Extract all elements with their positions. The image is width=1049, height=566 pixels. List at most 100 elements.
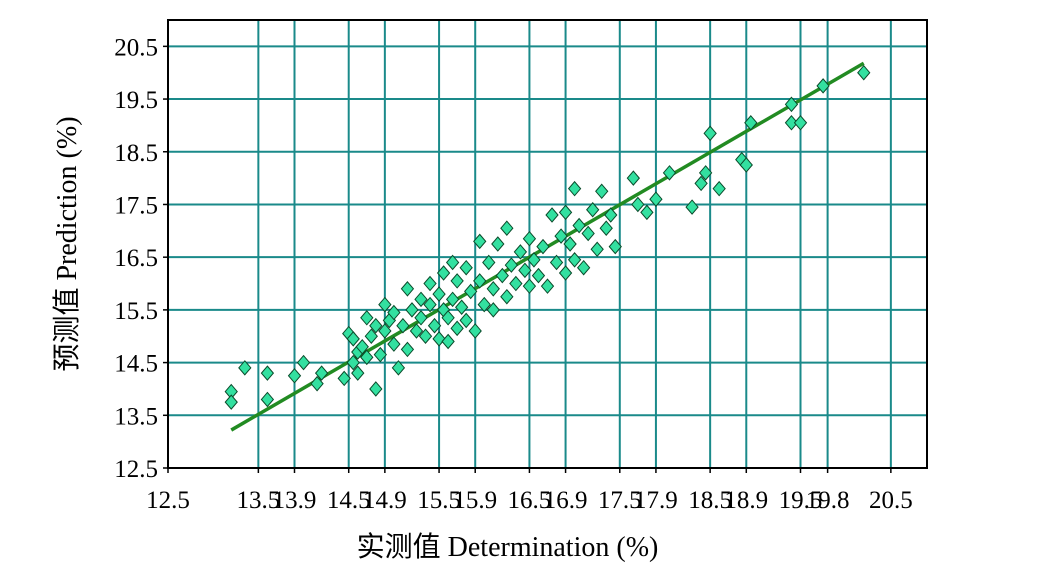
data-point xyxy=(640,204,654,221)
x-tick-label: 13.5 xyxy=(236,487,280,514)
data-point xyxy=(287,367,302,384)
data-point xyxy=(369,317,383,334)
y-tick-label: 20.5 xyxy=(114,34,158,61)
data-point xyxy=(698,165,713,181)
data-point xyxy=(495,267,509,284)
x-tick-label: 17.9 xyxy=(634,487,678,514)
y-tick-label: 16.5 xyxy=(114,245,158,272)
data-point xyxy=(744,115,758,131)
data-point xyxy=(337,370,351,387)
data-point xyxy=(423,275,437,292)
data-point xyxy=(572,217,586,234)
data-point xyxy=(400,341,415,358)
data-point xyxy=(310,375,324,392)
grid-lines xyxy=(167,20,927,469)
data-points xyxy=(224,64,871,410)
data-point xyxy=(360,310,374,326)
data-point xyxy=(296,354,311,371)
data-point xyxy=(662,165,677,181)
data-point xyxy=(473,273,487,289)
data-point xyxy=(486,302,500,318)
x-tick-label: 19.8 xyxy=(806,487,850,514)
data-point xyxy=(567,252,582,268)
data-point xyxy=(712,180,726,197)
data-point xyxy=(599,220,613,236)
y-tick-label: 14.5 xyxy=(114,351,158,378)
data-point xyxy=(432,331,446,347)
data-point xyxy=(784,96,799,113)
data-point xyxy=(405,302,419,318)
data-point xyxy=(604,207,618,223)
data-point xyxy=(314,365,329,381)
data-point xyxy=(631,196,645,213)
y-tick-label: 15.5 xyxy=(114,298,158,325)
data-point xyxy=(355,339,369,355)
data-point xyxy=(396,317,410,334)
data-point xyxy=(346,331,360,347)
data-point xyxy=(703,125,717,142)
data-point xyxy=(378,323,392,339)
data-point xyxy=(364,328,378,345)
y-tick-label: 18.5 xyxy=(114,140,158,167)
x-tick-label: 13.9 xyxy=(273,487,317,514)
data-point xyxy=(260,391,275,408)
x-axis-ticks: 12.5 13.513.9 14.514.9 15.515.9 16.516.9 17.5… xyxy=(146,468,913,514)
data-point xyxy=(649,191,663,207)
plot-frame xyxy=(167,19,928,469)
data-point xyxy=(473,233,487,250)
data-point xyxy=(563,236,577,252)
data-point xyxy=(567,180,582,197)
data-point xyxy=(373,346,387,363)
data-point xyxy=(409,323,424,339)
data-point xyxy=(260,365,275,381)
data-point xyxy=(685,199,699,215)
y-tick-label: 13.5 xyxy=(114,403,158,430)
data-point xyxy=(391,360,406,376)
data-point xyxy=(464,283,478,300)
data-point xyxy=(626,170,640,186)
x-axis-title: 实测值 Determination (%) xyxy=(357,531,659,563)
data-point xyxy=(387,336,401,352)
data-point xyxy=(558,265,573,281)
data-point xyxy=(360,349,374,366)
data-point xyxy=(455,299,469,316)
y-tick-label: 12.5 xyxy=(114,456,158,483)
x-tick-label: 20.5 xyxy=(869,487,913,514)
data-point xyxy=(468,323,482,339)
data-point xyxy=(445,291,460,308)
x-tick-label: 18.9 xyxy=(724,487,768,514)
y-tick-label: 17.5 xyxy=(114,192,158,219)
data-point xyxy=(387,304,401,321)
data-point xyxy=(238,360,252,376)
data-point xyxy=(486,281,500,297)
data-point xyxy=(459,312,473,329)
x-tick-label: 12.5 xyxy=(146,487,190,514)
data-point xyxy=(608,238,622,255)
data-point xyxy=(576,259,591,276)
y-axis-title: 预测值 Prediction (%) xyxy=(51,116,83,371)
data-point xyxy=(441,310,455,326)
y-tick-label: 19.5 xyxy=(114,87,158,114)
data-point xyxy=(540,278,555,294)
data-point xyxy=(522,230,537,247)
x-tick-label: 14.9 xyxy=(363,487,407,514)
data-point xyxy=(445,254,460,271)
data-point xyxy=(432,286,446,302)
data-point xyxy=(450,320,464,337)
data-point xyxy=(536,238,550,255)
x-tick-label: 16.5 xyxy=(508,487,552,514)
data-point xyxy=(369,381,383,397)
data-point xyxy=(531,267,546,284)
x-tick-label: 15.5 xyxy=(417,487,461,514)
x-tick-label: 14.5 xyxy=(327,487,371,514)
data-point xyxy=(346,354,360,371)
data-point xyxy=(784,115,799,131)
data-point xyxy=(400,281,415,297)
data-point xyxy=(414,310,428,326)
x-tick-label: 15.9 xyxy=(453,487,497,514)
x-tick-label: 19.5 xyxy=(779,487,823,514)
data-point xyxy=(482,254,496,271)
data-point xyxy=(549,254,564,271)
data-point xyxy=(513,244,528,260)
